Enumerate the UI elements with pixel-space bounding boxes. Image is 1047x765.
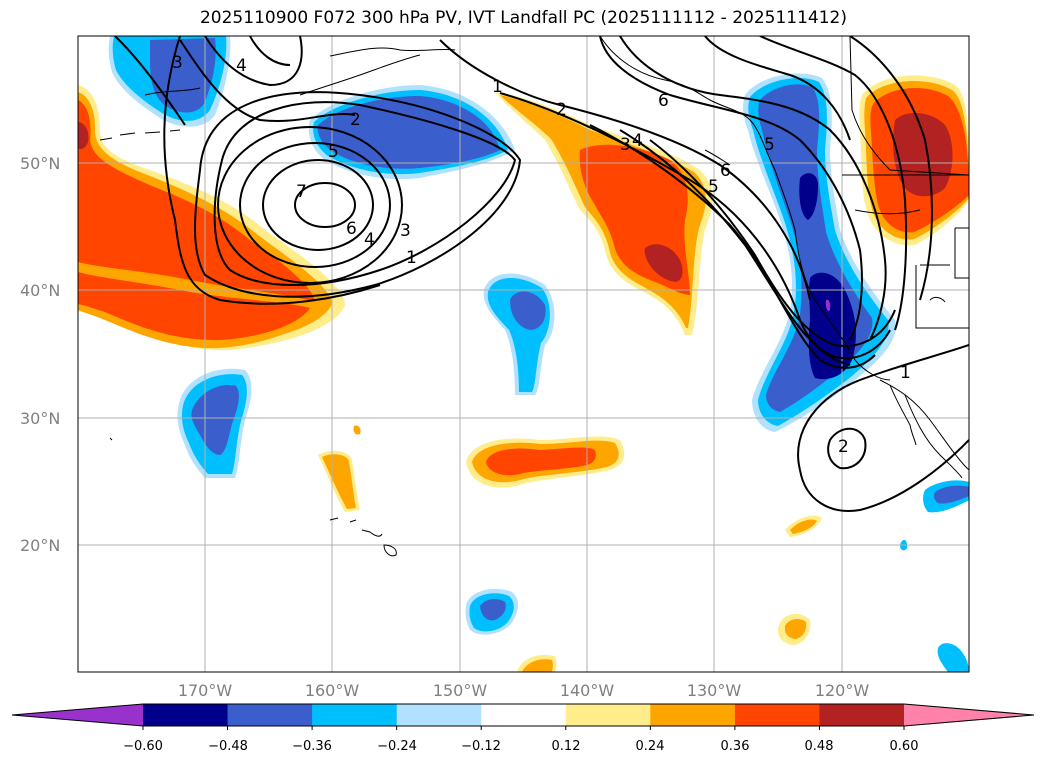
contour-label: 2 <box>556 100 567 120</box>
contour-label: 6 <box>658 91 669 111</box>
colorbar-extension-max <box>904 704 1034 726</box>
negative-anomaly-coastal-core <box>799 173 818 220</box>
lat-label: 30°N <box>20 409 60 428</box>
colorbar-segment <box>227 704 313 726</box>
colorbar-segment <box>312 704 398 726</box>
positive-anomaly-west-lower <box>78 272 310 341</box>
colorbar-tick-label: −0.48 <box>208 739 248 754</box>
colorbar-tick-label: 0.12 <box>552 739 581 754</box>
negative-anomaly-north <box>317 96 500 169</box>
colorbar-tick-label: −0.12 <box>461 739 501 754</box>
colorbar-segment <box>396 704 482 726</box>
positive-anomaly-subtropical <box>486 447 596 476</box>
colorbar-segment <box>650 704 736 726</box>
colorbar-extension-min <box>12 704 143 726</box>
pc-contour-lines <box>114 36 969 512</box>
contour-label: 2 <box>350 110 361 130</box>
contour-label: 3 <box>400 221 411 241</box>
lon-label: 150°W <box>433 681 488 700</box>
positive-anomaly-small-east <box>790 519 817 534</box>
colorbar-tick-label: −0.60 <box>123 739 163 754</box>
graticule <box>78 36 969 672</box>
contour-label: 4 <box>364 230 375 250</box>
contour-label: 7 <box>296 182 307 202</box>
coastlines <box>99 36 969 557</box>
negative-anomaly-sw <box>191 385 239 455</box>
positive-anomaly-west-core <box>78 122 89 150</box>
colorbar-tick-label: 0.48 <box>805 739 834 754</box>
contour-label: 3 <box>172 53 183 73</box>
positive-anomaly-bottom <box>522 659 553 672</box>
negative-anomaly-central <box>510 291 546 330</box>
colorbar-tick-label: 0.36 <box>721 739 750 754</box>
lat-label: 50°N <box>20 154 60 173</box>
contour-label: 6 <box>346 219 357 239</box>
contour-label: 5 <box>764 135 775 155</box>
colorbar-tick-label: 0.24 <box>636 739 665 754</box>
map-frame <box>77 35 970 673</box>
lon-label: 170°W <box>178 681 233 700</box>
contour-label: 4 <box>236 56 247 76</box>
contour-label: 4 <box>632 131 643 151</box>
colorbar-segment <box>734 704 820 726</box>
positive-anomaly-small <box>353 425 361 435</box>
negative-anomaly-tropical <box>480 598 506 621</box>
contour-label: 1 <box>406 248 417 268</box>
lon-label: 140°W <box>560 681 615 700</box>
lon-label: 130°W <box>687 681 742 700</box>
positive-anomaly-small-south <box>784 618 807 639</box>
colorbar-tick-label: −0.36 <box>292 739 332 754</box>
lon-label: 160°W <box>305 681 360 700</box>
colorbar-tick-label: −0.24 <box>377 739 417 754</box>
colorbar-segment <box>819 704 905 726</box>
negative-anomaly-coastal-core <box>808 272 856 380</box>
colorbar-tick-label: 0.60 <box>890 739 919 754</box>
lat-label: 20°N <box>20 536 60 555</box>
contour-label: 6 <box>720 161 731 181</box>
contour-label: 1 <box>900 363 911 383</box>
colorbar-segment <box>565 704 651 726</box>
contour-label: 2 <box>838 437 849 457</box>
negative-anomaly-coastal-peak <box>825 299 831 311</box>
map-title: 2025110900 F072 300 hPa PV, IVT Landfall… <box>199 8 847 28</box>
contour-label: 3 <box>620 135 631 155</box>
lon-label: 120°W <box>815 681 870 700</box>
negative-anomaly-mexico <box>934 485 969 504</box>
positive-anomaly-hawaii <box>322 454 356 509</box>
colorbar-segment <box>143 704 229 726</box>
colorbar-segment <box>481 704 567 726</box>
contour-label: 5 <box>708 177 719 197</box>
lat-label: 40°N <box>20 281 60 300</box>
contour-label: 5 <box>328 142 339 162</box>
colorbar <box>11 703 1035 730</box>
contour-label-group: 3 4 2 1 5 7 6 4 3 1 2 3 4 5 6 6 5 1 2 <box>172 53 911 457</box>
negative-anomaly-east-pacific <box>937 643 969 672</box>
contour-label: 1 <box>492 77 503 97</box>
positive-anomaly-ne-core <box>644 244 683 282</box>
colorbar-tick-labels: −0.60 −0.48 −0.36 −0.24 −0.12 0.12 0.24 … <box>123 739 918 754</box>
